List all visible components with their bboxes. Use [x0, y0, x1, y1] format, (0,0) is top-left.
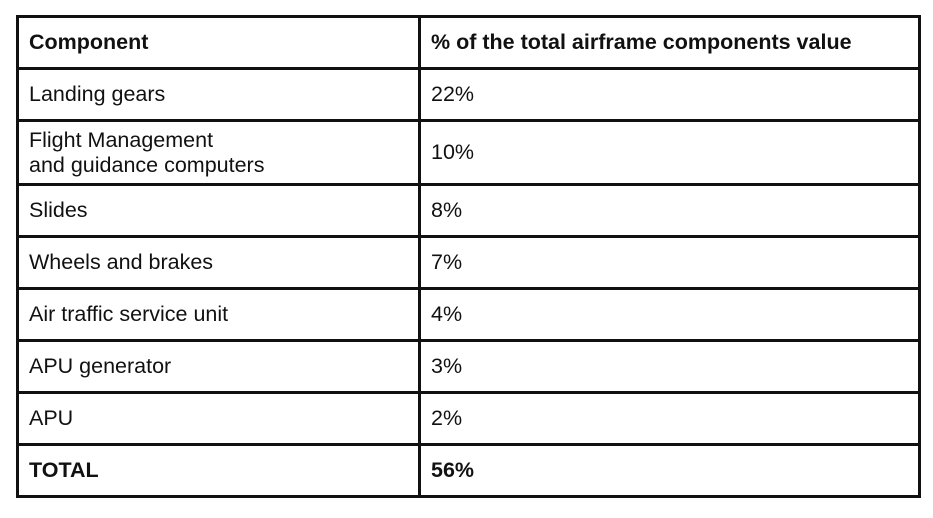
component-cell: Landing gears: [16, 67, 421, 122]
component-cell-line-1: Flight Management: [29, 127, 214, 152]
component-cell: Slides: [16, 183, 421, 238]
component-cell: APU generator: [16, 339, 421, 394]
component-cell-line-2: and guidance computers: [29, 152, 265, 177]
percent-cell: 8%: [418, 183, 921, 238]
table-row: Flight Management and guidance computers…: [16, 119, 921, 186]
header-component: Component: [16, 15, 421, 70]
table-header-row: Component % of the total airframe compon…: [16, 15, 921, 70]
component-cell: APU: [16, 391, 421, 446]
component-cell: Air traffic service unit: [16, 287, 421, 342]
component-cell: Flight Management and guidance computers: [16, 119, 421, 186]
header-percent: % of the total airframe components value: [418, 15, 921, 70]
total-row: TOTAL 56%: [16, 443, 921, 498]
table-row: Slides 8%: [16, 183, 921, 238]
percent-cell: 10%: [418, 119, 921, 186]
table-row: Air traffic service unit 4%: [16, 287, 921, 342]
percent-cell: 3%: [418, 339, 921, 394]
percent-cell: 22%: [418, 67, 921, 122]
component-cell: Wheels and brakes: [16, 235, 421, 290]
percent-cell: 4%: [418, 287, 921, 342]
airframe-components-table: Component % of the total airframe compon…: [16, 15, 921, 498]
percent-cell: 7%: [418, 235, 921, 290]
total-percent: 56%: [418, 443, 921, 498]
percent-cell: 2%: [418, 391, 921, 446]
table-row: Wheels and brakes 7%: [16, 235, 921, 290]
table-row: Landing gears 22%: [16, 67, 921, 122]
table-row: APU generator 3%: [16, 339, 921, 394]
airframe-components-table-container: Component % of the total airframe compon…: [16, 15, 921, 498]
table-row: APU 2%: [16, 391, 921, 446]
total-label: TOTAL: [16, 443, 421, 498]
